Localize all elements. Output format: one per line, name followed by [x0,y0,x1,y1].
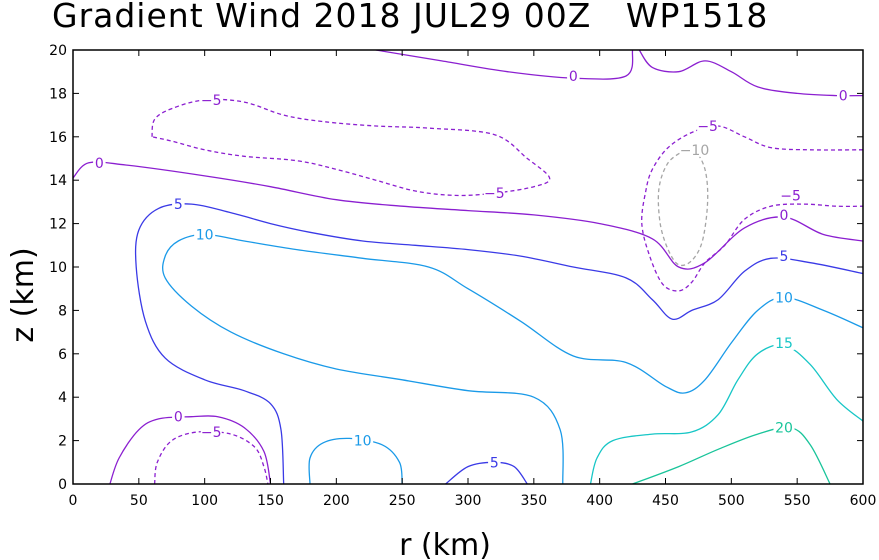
contour-label-20: 20 [775,421,793,437]
contour-label-bg [200,90,222,107]
contour-label-15: 15 [775,336,793,352]
contour-label-bg [773,333,795,350]
x-tick-label: 200 [323,493,350,509]
plot-frame [72,49,864,485]
contour-line-10-11 [162,233,863,484]
x-tick-label: 550 [784,493,811,509]
y-tick-label: 8 [58,303,67,319]
contour-label-5: 5 [780,249,789,265]
contour-label-bg [697,116,719,133]
contour-label-bg [172,407,185,424]
contour-label-neg5: −5 [484,186,505,202]
contour-label-bg [777,247,791,264]
y-axis: 0 2 4 6 8 10 12 14 16 18 20 [49,43,863,493]
x-tick-label: 450 [652,493,679,509]
contour-line-0-2 [638,50,863,97]
contour-label-10: 10 [196,227,214,243]
x-tick-label: 0 [69,493,78,509]
x-tick-label: 300 [455,493,482,509]
contour-label-0: 0 [174,410,183,426]
contour-label-neg5: −5 [697,119,718,135]
contour-label-bg [777,205,791,222]
x-tick-label: 500 [718,493,745,509]
contour-line-neg5-6 [641,125,863,292]
x-tick-label: 250 [389,493,416,509]
contour-label-0: 0 [95,156,104,172]
x-tick-label: 50 [130,493,148,509]
contour-label-bg [773,288,795,305]
contour-label-bg [172,195,185,212]
contour-label-bg [679,140,710,157]
contour-line-neg10-7 [657,147,709,267]
contour-label-bg [200,422,222,439]
contour-label-bg [93,153,106,170]
contour-label-bg [773,418,795,435]
contour-label-neg10: −10 [680,143,710,159]
y-tick-label: 12 [49,217,67,233]
y-tick-label: 0 [58,477,67,493]
contour-line-10-10 [308,437,403,484]
x-tick-label: 600 [850,493,877,509]
y-tick-label: 14 [49,173,67,189]
contour-label-bg [483,184,505,201]
y-tick-label: 2 [58,434,67,450]
contour-label-0: 0 [780,208,789,224]
contour-line-0-3 [109,415,272,484]
contour-label-0: 0 [839,89,848,105]
contour-label-0: 0 [569,69,578,85]
contour-label-bg [352,431,374,448]
y-tick-label: 16 [49,130,67,146]
contour-label-5: 5 [174,197,183,213]
contour-lines [73,50,863,484]
contour-line-15-12 [589,344,863,484]
y-tick-label: 10 [49,260,67,276]
chart-title: Gradient Wind 2018 JUL29 00Z WP1518 [52,0,769,35]
contour-label-bg [194,225,216,242]
contour-label-5: 5 [490,455,499,471]
contour-label-10: 10 [354,434,372,450]
y-tick-label: 4 [58,390,67,406]
contour-label-bg [837,86,850,103]
x-tick-label: 400 [586,493,613,509]
contour-label-10: 10 [775,290,793,306]
contour-label-neg5: −5 [201,425,222,441]
contour-label-bg [567,67,580,84]
y-tick-label: 6 [58,347,67,363]
contour-line-5-9 [445,461,528,484]
y-axis-label: z (km) [6,247,41,342]
x-tick-label: 150 [257,493,284,509]
contour-line-0-0 [73,161,863,270]
y-tick-label: 18 [49,86,67,102]
contour-label-bg [488,453,501,470]
x-axis: 0 50 100 150 200 250 300 350 400 450 500 550 600 [69,50,877,509]
contour-line-5-8 [134,203,863,484]
y-tick-label: 20 [49,43,67,59]
contour-label-neg5: −5 [201,93,222,109]
x-tick-label: 350 [520,493,547,509]
x-tick-label: 100 [191,493,218,509]
contour-line-20-13 [632,426,831,484]
contour-line-neg5-5 [151,98,551,197]
contour-labels: 0 0 0 0 0 −5 −5 −5 −5 −5 −10 5 5 5 10 10 10 15 20 [93,67,850,471]
contour-line-0-1 [375,50,634,80]
x-axis-label: r (km) [399,528,491,560]
contour-label-bg [780,186,802,203]
contour-label-neg5: −5 [780,188,801,204]
